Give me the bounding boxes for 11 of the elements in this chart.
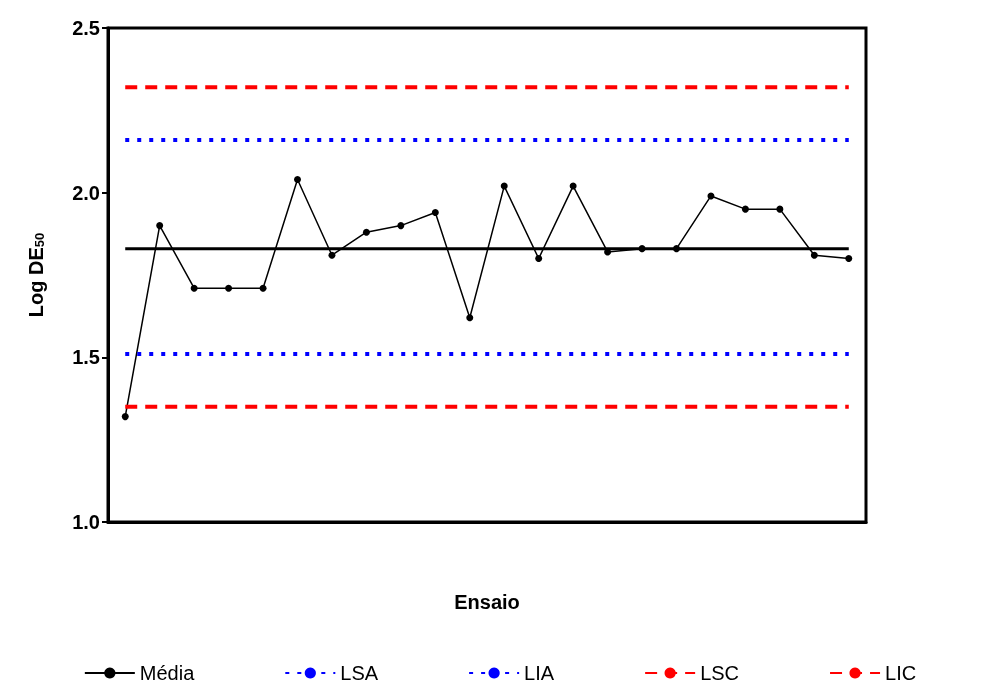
legend-label: LIA [524,662,555,684]
legend-label: LSC [700,662,740,684]
x-axis-title: Ensaio [454,591,520,613]
legend-label: LSA [340,662,379,684]
y-axis-title: Log DE50 [24,232,47,318]
y-tick-label: 2.5 [72,17,100,39]
y-tick-label: 1.0 [72,511,100,533]
y-tick-label: 1.5 [72,346,100,369]
legend-label: LIC [885,662,917,684]
y-tick-label: 2.0 [72,181,100,204]
legend-label: Média [139,662,196,684]
